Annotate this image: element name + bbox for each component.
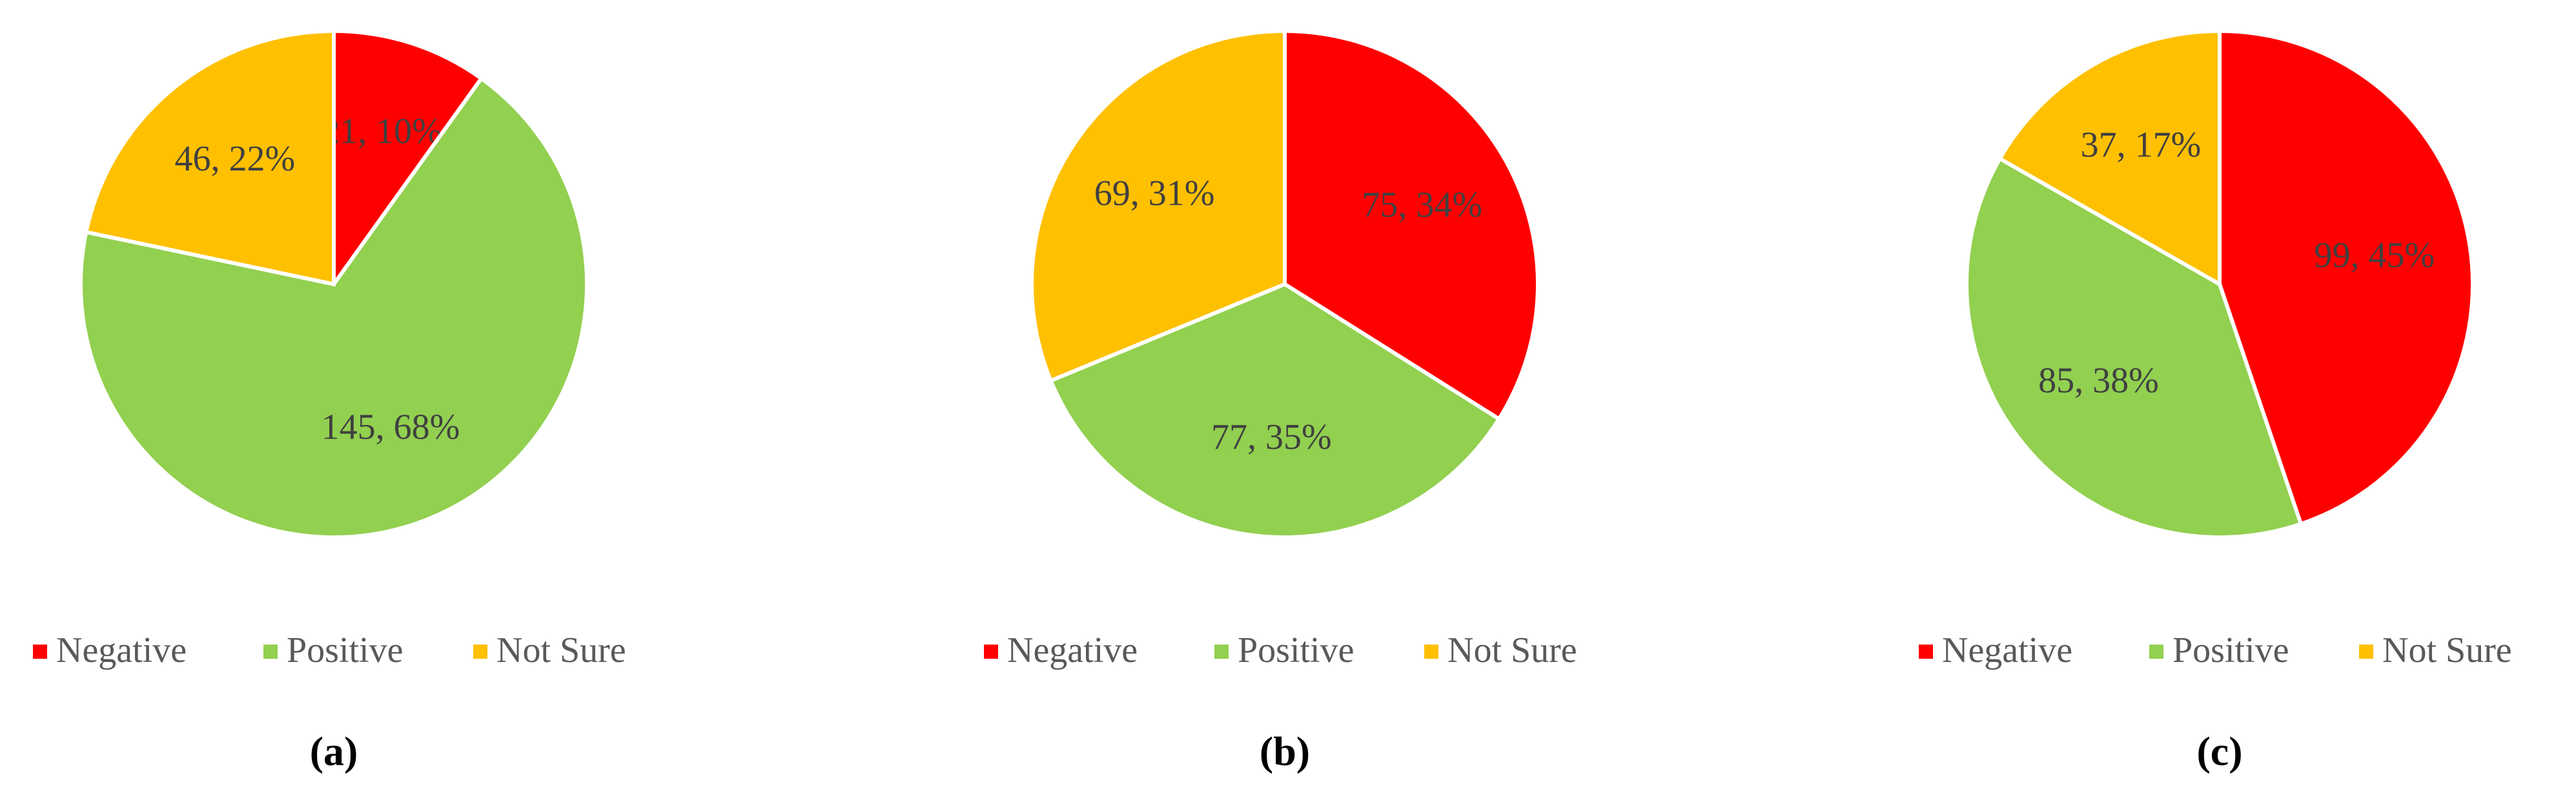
data-label: 99, 45%	[2314, 235, 2435, 275]
pie-slice	[1048, 282, 1502, 539]
legend-label: Not Sure	[1447, 630, 1577, 670]
legend-swatch	[1919, 645, 1933, 659]
legend-label: Positive	[1238, 630, 1354, 670]
data-label: 21, 10%	[322, 111, 442, 151]
pie-slice	[2218, 28, 2475, 527]
legend-label: Not Sure	[2382, 630, 2512, 670]
pie-slice	[332, 28, 484, 291]
legend-swatch	[33, 645, 47, 659]
pie-slice	[79, 76, 589, 539]
pie-slice	[1030, 28, 1287, 384]
legend-label: Negative	[56, 630, 187, 670]
legend-label: Not Sure	[496, 630, 626, 670]
data-label: 75, 34%	[1362, 185, 1482, 225]
pie-slice	[1965, 156, 2304, 539]
legend-swatch	[263, 645, 278, 659]
legend-label: Negative	[1007, 630, 1138, 670]
legend-swatch	[984, 645, 998, 659]
caption: (b)	[1260, 728, 1310, 774]
legend-swatch	[2359, 645, 2373, 659]
data-label: 85, 38%	[2038, 360, 2159, 400]
caption: (a)	[310, 728, 358, 774]
legend-label: Negative	[1942, 630, 2072, 670]
data-label: 77, 35%	[1211, 417, 1332, 457]
data-label: 46, 22%	[175, 139, 296, 179]
legend-swatch	[1424, 645, 1438, 659]
legend-label: Positive	[2172, 630, 2289, 670]
legend-swatch	[473, 645, 487, 659]
data-label: 37, 17%	[2081, 125, 2202, 165]
legend-swatch	[1214, 645, 1229, 659]
data-label: 145, 68%	[322, 407, 460, 447]
caption: (c)	[2196, 728, 2242, 774]
pie-slice	[1997, 28, 2222, 288]
data-label: 69, 31%	[1094, 174, 1215, 214]
legend-swatch	[2149, 645, 2163, 659]
pie-slice	[83, 28, 336, 287]
legend-label: Positive	[287, 630, 403, 670]
